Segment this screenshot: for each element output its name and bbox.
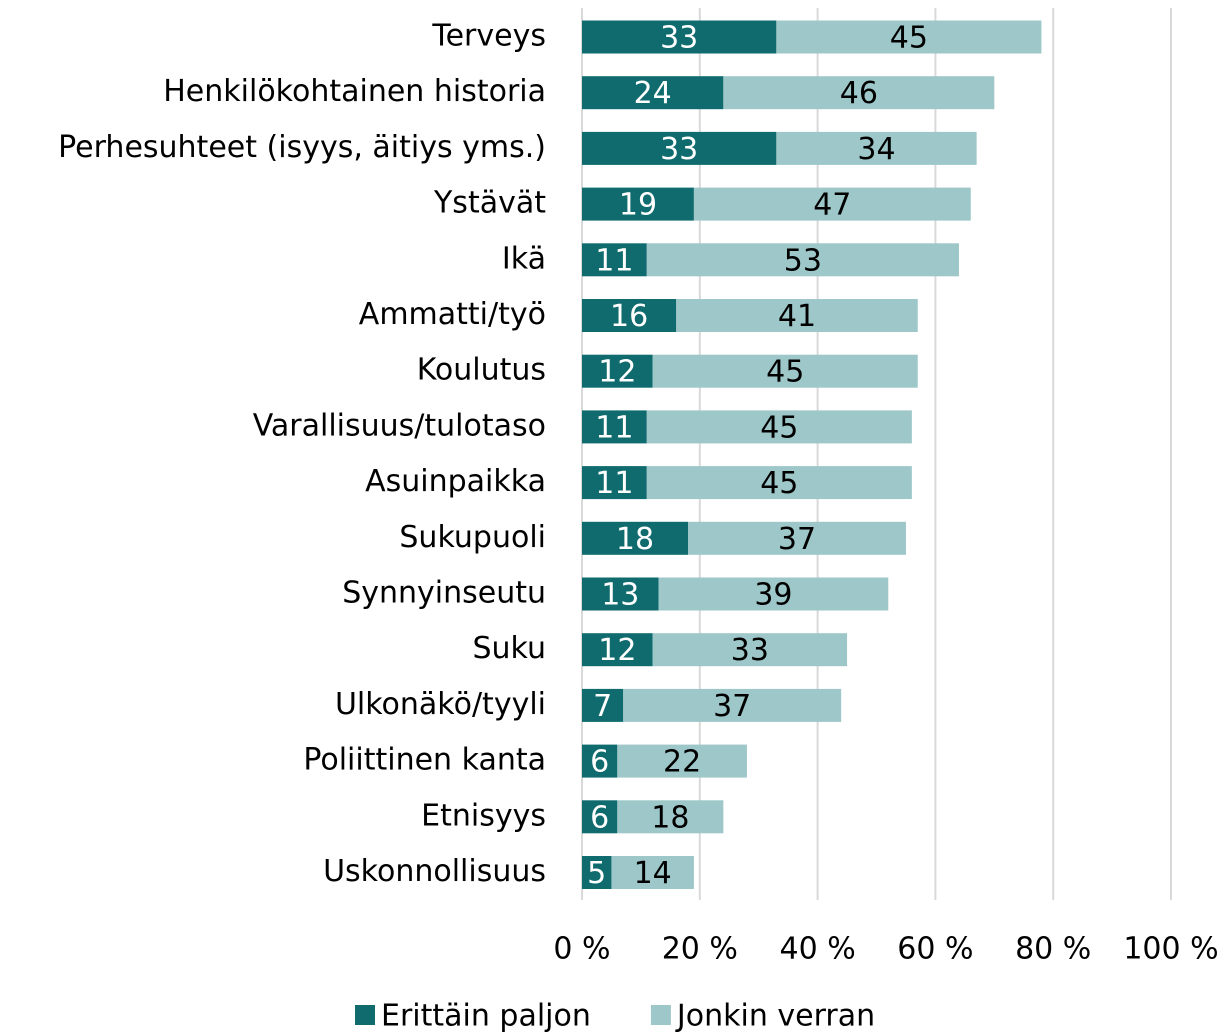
legend-swatch bbox=[650, 1005, 671, 1025]
bar-segment bbox=[582, 633, 653, 667]
data-label: 11 bbox=[595, 410, 633, 445]
x-tick-label: 80 % bbox=[1015, 932, 1091, 967]
data-label: 19 bbox=[619, 188, 657, 223]
data-label: 11 bbox=[595, 466, 633, 501]
bar-segment bbox=[688, 521, 906, 555]
data-label: 34 bbox=[857, 132, 895, 167]
data-label: 18 bbox=[651, 800, 689, 835]
data-label: 47 bbox=[813, 188, 851, 223]
bar-segment bbox=[582, 187, 694, 221]
bar-segment bbox=[723, 76, 995, 110]
category-label: Poliittinen kanta bbox=[303, 743, 546, 778]
data-label: 18 bbox=[616, 522, 654, 557]
category-label: Ammatti/työ bbox=[359, 297, 546, 332]
bar-segment bbox=[693, 187, 971, 221]
category-label: Koulutus bbox=[417, 353, 546, 388]
x-tick-label: 40 % bbox=[779, 932, 855, 967]
data-label: 5 bbox=[587, 856, 606, 891]
bar-segment bbox=[582, 243, 647, 277]
data-label: 12 bbox=[598, 633, 636, 668]
bar-segment bbox=[776, 131, 977, 165]
bar-segment bbox=[623, 688, 842, 722]
data-label: 16 bbox=[610, 299, 648, 334]
x-tick-label: 0 % bbox=[553, 932, 610, 967]
bar-segment bbox=[582, 521, 689, 555]
category-label: Sukupuoli bbox=[399, 520, 546, 555]
bar-segment bbox=[652, 633, 848, 667]
bar-segment bbox=[582, 299, 677, 332]
bar-segment bbox=[676, 299, 918, 332]
data-label: 12 bbox=[598, 355, 636, 390]
data-label: 13 bbox=[601, 578, 639, 613]
category-label: Varallisuus/tulotaso bbox=[253, 408, 546, 443]
legend-swatch bbox=[355, 1005, 375, 1025]
category-label: Asuinpaikka bbox=[365, 464, 546, 499]
category-label: Uskonnollisuus bbox=[323, 854, 546, 889]
bar-segment bbox=[582, 577, 659, 611]
data-label: 37 bbox=[778, 522, 816, 557]
data-label: 45 bbox=[766, 355, 804, 390]
bar-segment bbox=[776, 20, 1042, 54]
data-label: 53 bbox=[784, 243, 822, 278]
bar-segment bbox=[582, 744, 618, 778]
data-label: 6 bbox=[590, 745, 609, 780]
data-label: 11 bbox=[595, 243, 633, 278]
category-label: Synnyinseutu bbox=[342, 576, 546, 611]
category-label: Perhesuhteet (isyys, äitiys yms.) bbox=[58, 130, 546, 165]
data-label: 14 bbox=[634, 856, 672, 891]
data-label: 45 bbox=[890, 21, 928, 56]
data-label: 45 bbox=[760, 466, 798, 501]
bar-segment bbox=[611, 856, 694, 889]
category-label: Ulkonäkö/tyyli bbox=[335, 687, 546, 722]
data-label: 46 bbox=[840, 76, 878, 111]
bar-segment bbox=[582, 354, 653, 388]
bar-segment bbox=[617, 744, 747, 778]
category-label: Ystävät bbox=[433, 186, 546, 221]
bar-segment bbox=[646, 410, 912, 444]
category-label: Terveys bbox=[431, 19, 546, 54]
data-label: 7 bbox=[593, 689, 612, 724]
bar-segment bbox=[646, 243, 959, 277]
data-label: 37 bbox=[713, 689, 751, 724]
bar-segment bbox=[646, 466, 912, 500]
bar-segment bbox=[582, 688, 624, 722]
x-tick-label: 60 % bbox=[897, 932, 973, 967]
x-tick-label: 20 % bbox=[662, 932, 738, 967]
category-label: Etnisyys bbox=[421, 798, 546, 833]
bar-segment bbox=[582, 131, 777, 165]
bar-segment bbox=[582, 856, 612, 889]
category-label: Suku bbox=[472, 631, 546, 666]
legend-label: Erittäin paljon bbox=[381, 999, 591, 1034]
bar-segment bbox=[582, 800, 618, 834]
bar-segment bbox=[582, 76, 724, 110]
bar-segment bbox=[617, 800, 724, 834]
bar-segment bbox=[658, 577, 889, 611]
data-label: 41 bbox=[778, 299, 816, 334]
category-label: Henkilökohtainen historia bbox=[163, 74, 546, 109]
bar-segment bbox=[652, 354, 918, 388]
legend-label: Jonkin verran bbox=[675, 999, 875, 1034]
data-label: 6 bbox=[590, 800, 609, 835]
bar-segment bbox=[582, 466, 647, 500]
category-label: Ikä bbox=[502, 241, 546, 276]
x-tick-label: 100 % bbox=[1123, 932, 1218, 967]
bar-segment bbox=[582, 20, 777, 54]
data-label: 24 bbox=[634, 76, 672, 111]
data-label: 33 bbox=[660, 21, 698, 56]
data-label: 33 bbox=[731, 633, 769, 668]
data-label: 22 bbox=[663, 745, 701, 780]
data-label: 39 bbox=[754, 578, 792, 613]
data-label: 45 bbox=[760, 410, 798, 445]
bar-segment bbox=[582, 410, 647, 444]
data-label: 33 bbox=[660, 132, 698, 167]
